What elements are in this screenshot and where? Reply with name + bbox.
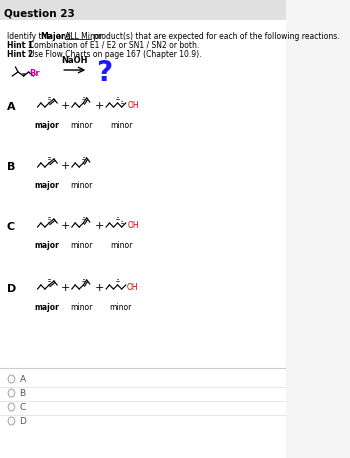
Text: Major: Major	[40, 32, 65, 41]
Text: minor: minor	[70, 181, 93, 190]
FancyBboxPatch shape	[0, 20, 286, 458]
Text: ALL Minor: ALL Minor	[65, 32, 103, 41]
Text: minor: minor	[70, 303, 93, 312]
Text: Hint 1: Hint 1	[7, 41, 33, 50]
Text: and: and	[54, 32, 73, 41]
Text: ?: ?	[97, 59, 113, 87]
Text: A: A	[7, 102, 15, 112]
Text: : Combination of E1 / E2 or SN1 / SN2 or both.: : Combination of E1 / E2 or SN1 / SN2 or…	[25, 41, 200, 50]
Text: C: C	[20, 403, 26, 411]
Text: NaOH: NaOH	[61, 56, 88, 65]
Text: +: +	[95, 221, 104, 231]
Text: product(s) that are expected for each of the following reactions.: product(s) that are expected for each of…	[91, 32, 340, 41]
Text: minor: minor	[111, 241, 133, 250]
Text: B: B	[7, 162, 15, 172]
Text: minor: minor	[70, 241, 93, 250]
Text: major: major	[34, 303, 59, 312]
Text: minor: minor	[110, 303, 132, 312]
Text: OH: OH	[127, 220, 139, 229]
Text: D: D	[20, 416, 27, 425]
Text: OH: OH	[127, 100, 139, 109]
Text: major: major	[34, 181, 59, 190]
Text: +: +	[61, 101, 70, 111]
Text: +: +	[61, 283, 70, 293]
Text: major: major	[34, 241, 59, 250]
Text: +: +	[61, 221, 70, 231]
FancyBboxPatch shape	[0, 0, 286, 20]
Text: OH: OH	[127, 283, 138, 291]
Text: minor: minor	[70, 121, 93, 130]
Text: minor: minor	[111, 121, 133, 130]
Text: +: +	[95, 101, 104, 111]
Text: : Use Flow Charts on page 167 (Chapter 10.9).: : Use Flow Charts on page 167 (Chapter 1…	[25, 50, 202, 59]
Text: A: A	[20, 375, 26, 383]
Text: D: D	[7, 284, 16, 294]
Text: +: +	[95, 283, 104, 293]
Text: +: +	[61, 161, 70, 171]
Text: Question 23: Question 23	[4, 8, 75, 18]
Text: Identify the: Identify the	[7, 32, 53, 41]
Text: C: C	[7, 222, 15, 232]
Text: Hint 2: Hint 2	[7, 50, 33, 59]
Text: Br: Br	[29, 69, 40, 77]
Text: B: B	[20, 388, 26, 398]
Text: major: major	[34, 121, 59, 130]
